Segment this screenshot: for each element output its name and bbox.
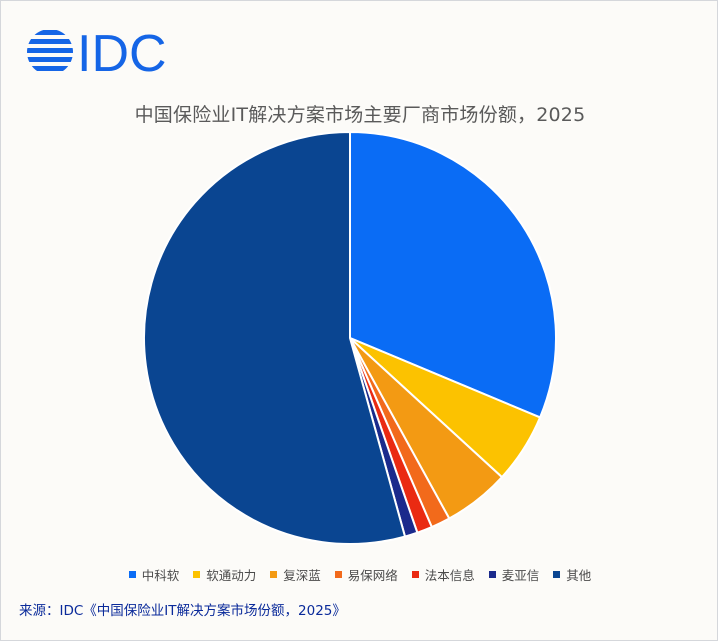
legend-item-3: 复深蓝 [270, 565, 321, 584]
legend-label: 麦亚信 [501, 568, 540, 583]
pie-chart [143, 130, 557, 545]
legend-item-4: 易保网络 [334, 565, 398, 584]
chart-legend: 中科软 软通动力 复深蓝 易保网络 法本信息 麦亚信 其他 [1, 565, 718, 584]
legend-label: 其他 [566, 568, 592, 583]
legend-item-7: 其他 [553, 565, 591, 584]
legend-swatch [553, 571, 561, 578]
source-note: 来源：IDC《中国保险业IT解决方案市场份额，2025》 [19, 603, 346, 619]
legend-swatch [193, 571, 201, 578]
legend-label: 法本信息 [424, 568, 475, 583]
svg-text:IDC: IDC [77, 27, 167, 77]
legend-item-1: 中科软 [128, 565, 180, 584]
legend-item-6: 麦亚信 [488, 565, 540, 584]
legend-item-5: 法本信息 [411, 565, 475, 584]
legend-swatch [334, 571, 342, 578]
pie-slice-1 [349, 130, 557, 419]
legend-item-2: 软通动力 [193, 565, 256, 584]
legend-label: 易保网络 [347, 568, 398, 583]
idc-logo: IDC [25, 25, 175, 83]
legend-label: 软通动力 [206, 568, 257, 583]
pie-slice-7 [143, 130, 407, 545]
legend-swatch [488, 571, 496, 578]
legend-swatch [128, 571, 136, 578]
legend-label: 中科软 [141, 568, 180, 583]
chart-title: 中国保险业IT解决方案市场主要厂商市场份额，2025 [134, 104, 586, 126]
legend-swatch [411, 571, 419, 578]
legend-swatch [270, 571, 278, 578]
legend-label: 复深蓝 [283, 568, 321, 583]
